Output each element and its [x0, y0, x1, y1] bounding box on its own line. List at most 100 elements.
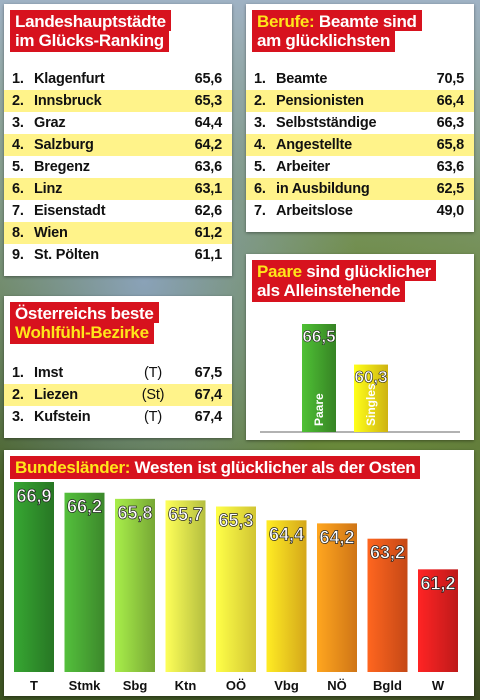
states-bar [317, 523, 357, 672]
districts-row: 2. Liezen (St) 67,4 [4, 384, 232, 406]
states-category-label: T [30, 678, 38, 693]
professions-row: 1. Beamte 70,5 [246, 68, 474, 90]
capitals-row: 3. Graz 64,4 [4, 112, 232, 134]
capitals-row-name: Klagenfurt [34, 71, 105, 87]
states-value-label: 63,2 [370, 543, 405, 563]
districts-row-rank: 1. [12, 365, 24, 381]
capitals-row-val: 61,1 [194, 247, 223, 263]
professions-row-val: 70,5 [436, 71, 465, 87]
professions-title: Berufe: Beamte sind am glücklichsten [252, 10, 422, 52]
professions-row-name: Beamte [276, 71, 328, 87]
capitals-row-val: 61,2 [194, 225, 223, 241]
capitals-list: 1. Klagenfurt 65,6 2. Innsbruck 65,3 3. Graz 64,… [4, 68, 232, 266]
states-title: Bundesländer: Westen ist glücklicher als… [10, 456, 421, 479]
professions-row-name: Selbstständige [276, 115, 377, 131]
states-value-label: 61,2 [420, 573, 455, 593]
professions-row-val: 66,4 [436, 93, 465, 109]
capitals-row-rank: 4. [12, 137, 24, 153]
states-value-label: 65,7 [168, 504, 203, 524]
professions-title-highlight: Berufe: [257, 12, 315, 31]
districts-row-val: 67,5 [194, 365, 223, 381]
capitals-row-val: 65,3 [194, 93, 223, 109]
capitals-row-rank: 6. [12, 181, 24, 197]
professions-row-val: 65,8 [436, 137, 465, 153]
districts-title-line1: Österreichs beste [10, 302, 159, 323]
states-bar [165, 500, 206, 672]
states-category-label: OÖ [226, 678, 246, 693]
professions-row-name: in Ausbildung [276, 181, 370, 197]
capitals-row-rank: 7. [12, 203, 24, 219]
districts-ranking-panel: Österreichs beste Wohlfühl-Bezirke 1. Ims… [4, 296, 232, 438]
professions-ranking-panel: Berufe: Beamte sind am glücklichsten 1. B… [246, 4, 474, 232]
capitals-row: 1. Klagenfurt 65,6 [4, 68, 232, 90]
districts-row-abbr: (T) [144, 409, 162, 425]
capitals-row-val: 63,1 [194, 181, 223, 197]
states-chart-panel: Bundesländer: Westen ist glücklicher als… [4, 450, 474, 696]
capitals-title-line2: im Glücks-Ranking [10, 31, 169, 52]
districts-row-rank: 2. [12, 387, 24, 403]
districts-row-name: Kufstein [34, 409, 91, 425]
capitals-title: Landeshauptstädte im Glücks-Ranking [10, 10, 171, 52]
professions-row-rank: 3. [254, 115, 266, 131]
states-title-line: Bundesländer: Westen ist glücklicher als… [10, 456, 421, 479]
districts-title-line2-text: Wohlfühl-Bezirke [15, 323, 149, 342]
professions-row-val: 49,0 [436, 203, 465, 219]
states-value-label: 66,9 [16, 486, 51, 506]
districts-title: Österreichs beste Wohlfühl-Bezirke [10, 302, 159, 344]
capitals-row-name: St. Pölten [34, 247, 99, 263]
capitals-row-name: Bregenz [34, 159, 90, 175]
professions-row-val: 63,6 [436, 159, 465, 175]
couples-chart-panel: Paare sind glücklicher als Alleinstehend… [246, 254, 474, 440]
capitals-ranking-panel: Landeshauptstädte im Glücks-Ranking 1. Kl… [4, 4, 232, 276]
professions-row: 3. Selbstständige 66,3 [246, 112, 474, 134]
districts-row-val: 67,4 [194, 409, 223, 425]
professions-row: 2. Pensionisten 66,4 [246, 90, 474, 112]
capitals-row-name: Linz [34, 181, 63, 197]
professions-row: 4. Angestellte 65,8 [246, 134, 474, 156]
districts-row-abbr: (T) [144, 365, 162, 381]
districts-list: 1. Imst (T) 67,5 2. Liezen (St) 67,4 3. Kufstein (… [4, 362, 232, 428]
districts-row-name: Imst [34, 365, 64, 381]
capitals-row: 7. Eisenstadt 62,6 [4, 200, 232, 222]
professions-row: 7. Arbeitslose 49,0 [246, 200, 474, 222]
professions-row-rank: 6. [254, 181, 266, 197]
states-category-label: Stmk [69, 678, 102, 693]
capitals-row-name: Graz [34, 115, 66, 131]
states-value-label: 64,4 [269, 524, 304, 544]
couples-title-line1: Paare sind glücklicher [252, 260, 436, 281]
professions-row-rank: 1. [254, 71, 266, 87]
capitals-row-val: 64,4 [194, 115, 223, 131]
capitals-row-val: 65,6 [194, 71, 223, 87]
capitals-row-val: 63,6 [194, 159, 223, 175]
couples-category-label: Paare [312, 393, 326, 426]
professions-row-val: 62,5 [436, 181, 465, 197]
states-bar [266, 520, 307, 672]
districts-row: 3. Kufstein (T) 67,4 [4, 406, 232, 428]
capitals-row: 6. Linz 63,1 [4, 178, 232, 200]
professions-row-rank: 5. [254, 159, 266, 175]
capitals-row-rank: 5. [12, 159, 24, 175]
capitals-row: 9. St. Pölten 61,1 [4, 244, 232, 266]
districts-row-rank: 3. [12, 409, 24, 425]
couples-title-highlight: Paare [257, 262, 302, 281]
states-title-highlight: Bundesländer: [15, 458, 131, 477]
states-category-label: Vbg [274, 678, 299, 693]
states-category-label: Sbg [123, 678, 148, 693]
states-bar [14, 482, 54, 672]
districts-row: 1. Imst (T) 67,5 [4, 362, 232, 384]
professions-title-line1: Berufe: Beamte sind [252, 10, 422, 31]
districts-row-name: Liezen [34, 387, 78, 403]
states-bar [418, 569, 458, 672]
couples-title-line2: als Alleinstehende [252, 281, 406, 302]
couples-value-label: 66,5 [302, 327, 335, 346]
couples-title-rest: sind glücklicher [301, 262, 431, 281]
couples-bar [302, 324, 336, 432]
states-title-rest: Westen ist glücklicher als der Osten [130, 458, 416, 477]
states-category-label: Ktn [175, 678, 197, 693]
professions-row-name: Angestellte [276, 137, 352, 153]
professions-row-name: Pensionisten [276, 93, 364, 109]
capitals-row-rank: 9. [12, 247, 24, 263]
states-bar-chart: 66,9 T 66,2 Stmk 65,8 Sbg 65,7 Ktn 65,3 OÖ 64,4 Vbg… [14, 482, 458, 693]
professions-row-val: 66,3 [436, 115, 465, 131]
